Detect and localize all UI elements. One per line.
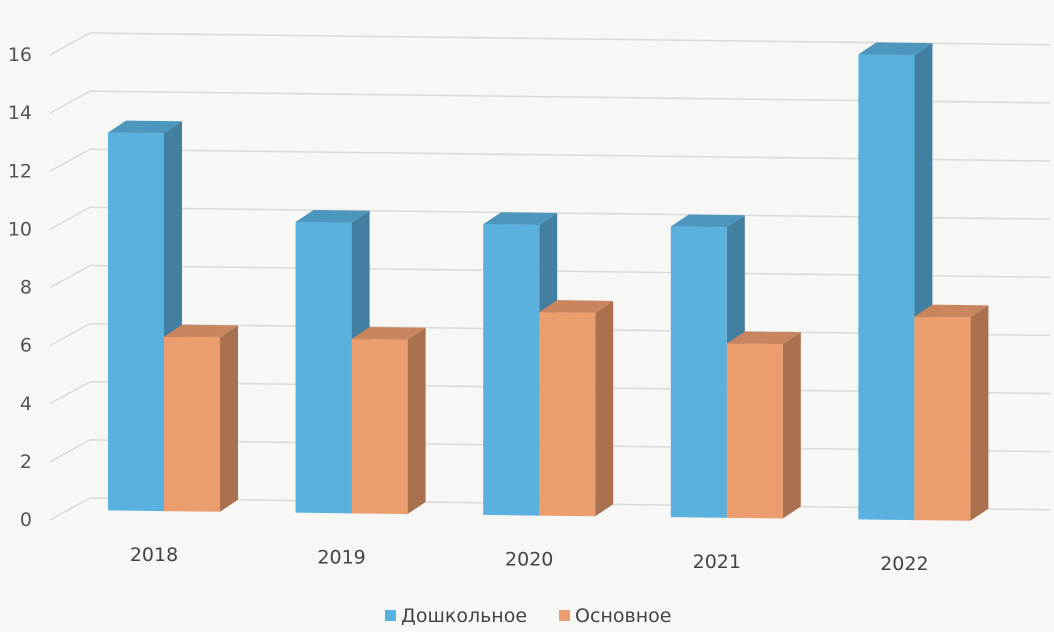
bar-top	[108, 120, 182, 134]
gridline-depth	[49, 90, 91, 114]
y-tick-label: 10	[8, 218, 32, 240]
bar-side	[970, 305, 989, 521]
legend-swatch	[385, 610, 396, 621]
y-tick-label: 12	[8, 160, 32, 182]
bars	[108, 42, 989, 521]
bar-top	[351, 326, 426, 340]
y-tick-label: 0	[20, 509, 32, 531]
bar-preschool-2018	[108, 120, 182, 512]
bar-basic-2019	[351, 326, 426, 515]
x-category-label: 2019	[317, 546, 365, 568]
y-tick-label: 16	[8, 44, 32, 66]
bar-top	[670, 214, 745, 228]
x-axis-categories: 2018 2019 2020 2021 2022	[130, 544, 929, 575]
gridline-depth	[49, 497, 91, 521]
bar-front	[295, 222, 352, 514]
bar-front	[914, 316, 971, 521]
bar-front	[858, 54, 915, 521]
bar-front	[164, 336, 220, 512]
gridline-depth	[49, 381, 91, 405]
gridline-depth	[49, 148, 91, 172]
bar-basic-2020	[539, 300, 614, 517]
bar-top	[539, 300, 614, 313]
bar-side	[782, 332, 801, 519]
bar-basic-2022	[914, 304, 989, 521]
bar-side	[220, 325, 238, 512]
x-category-label: 2020	[505, 549, 553, 571]
gridline-depth	[49, 264, 91, 289]
gridline-depth	[49, 322, 91, 347]
bar-front	[726, 343, 783, 519]
bar-side	[407, 327, 426, 515]
y-tick-label: 6	[20, 335, 32, 357]
gridline-depth	[49, 206, 91, 231]
bar-top	[726, 331, 801, 345]
gridline-depth	[49, 439, 91, 463]
bar-front	[539, 312, 596, 517]
legend-swatch	[559, 610, 571, 621]
y-tick-label: 14	[8, 102, 32, 124]
legend-label: Основное	[575, 605, 671, 627]
bar-top	[483, 212, 558, 225]
bar-basic-2018	[164, 324, 238, 512]
legend-label: Дошкольное	[401, 605, 527, 627]
y-axis-ticks: 0 2 4 6 8 10 12 14 16	[8, 44, 32, 531]
bar-top	[295, 210, 370, 223]
bar-side	[595, 300, 614, 517]
bar-basic-2021	[726, 331, 801, 519]
legend: Дошкольное Основное	[385, 605, 671, 627]
bar-front	[108, 132, 164, 512]
bar-front	[351, 338, 408, 515]
bar-top	[164, 324, 238, 338]
bar-front	[670, 226, 727, 518]
bar-top	[914, 304, 989, 318]
y-tick-label: 2	[20, 451, 32, 473]
x-category-label: 2018	[130, 544, 178, 566]
bar-front	[483, 224, 540, 516]
bar-top	[858, 42, 933, 56]
y-tick-label: 4	[20, 393, 32, 415]
x-category-label: 2021	[693, 551, 741, 573]
y-tick-label: 8	[20, 277, 32, 299]
x-category-label: 2022	[880, 553, 928, 575]
gridline-depth	[49, 32, 91, 56]
